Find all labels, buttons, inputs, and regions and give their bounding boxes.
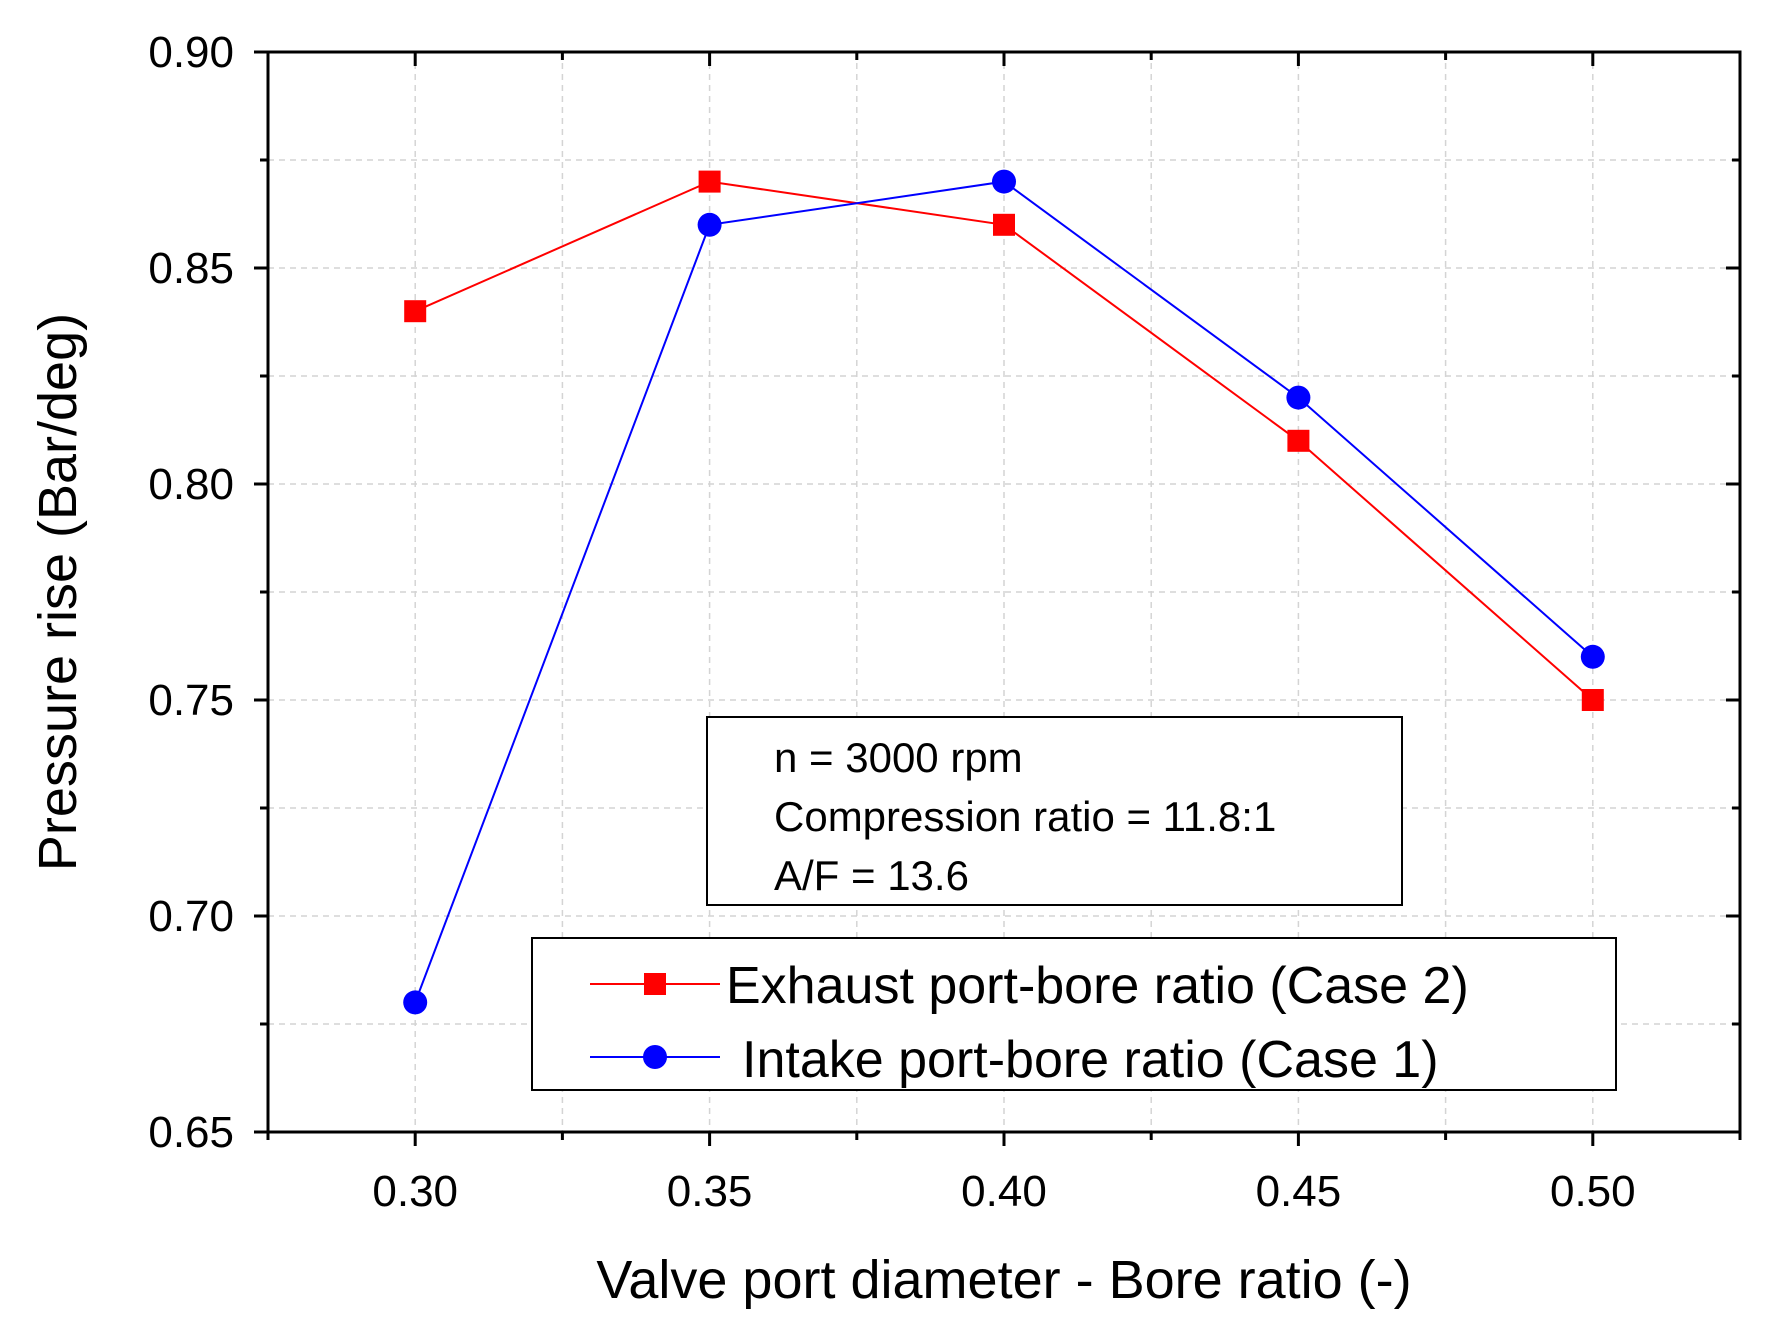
annotation-line-2: Compression ratio = 11.8:1 [774,793,1276,840]
data-point-circle [1286,385,1311,410]
data-point-square [404,300,427,323]
data-point-square [1581,689,1604,711]
legend-frame [531,937,1617,1091]
series [403,169,1605,1015]
y-axis-title: Pressure rise (Bar/deg) [28,313,88,871]
annotation-line-3: A/F = 13.6 [774,852,969,899]
data-point-square [698,170,721,193]
legend-marker-intake [643,1045,667,1069]
series-exhaust [404,170,1604,711]
legend-label-exhaust: Exhaust port-bore ratio (Case 2) [726,957,1469,1015]
legend: Exhaust port-bore ratio (Case 2) Intake … [531,937,1617,1091]
y-tick-label: 0.80 [148,460,234,509]
data-point-circle [697,212,722,237]
x-axis-title: Valve port diameter - Bore ratio (-) [596,1250,1411,1310]
x-tick-label: 0.35 [667,1167,753,1216]
y-tick-labels: 0.65 0.70 0.75 0.80 0.85 0.90 [148,28,234,1157]
y-tick-label: 0.85 [148,244,234,293]
y-tick-label: 0.90 [148,28,234,77]
x-tick-label: 0.30 [372,1167,458,1216]
annotation-frame [706,716,1403,906]
x-tick-label: 0.45 [1256,1167,1342,1216]
y-tick-label: 0.70 [148,892,234,941]
annotation-box: n = 3000 rpm Compression ratio = 11.8:1 … [706,716,1403,906]
x-tick-label: 0.40 [961,1167,1047,1216]
series-intake [403,169,1605,1015]
legend-marker-exhaust [644,973,666,995]
grid-lines [268,52,1740,1132]
data-point-circle [403,990,428,1015]
y-tick-label: 0.65 [148,1108,234,1157]
data-point-square [1287,429,1310,452]
x-tick-labels: 0.30 0.35 0.40 0.45 0.50 [372,1167,1635,1216]
data-point-circle [1580,644,1605,669]
data-point-circle [992,169,1016,194]
annotation-line-1: n = 3000 rpm [774,734,1023,781]
plot-frame [266,50,1742,1134]
y-tick-label: 0.75 [148,676,234,725]
data-point-square [993,213,1015,236]
x-tick-label: 0.50 [1550,1167,1636,1216]
legend-label-intake: Intake port-bore ratio (Case 1) [742,1031,1439,1089]
